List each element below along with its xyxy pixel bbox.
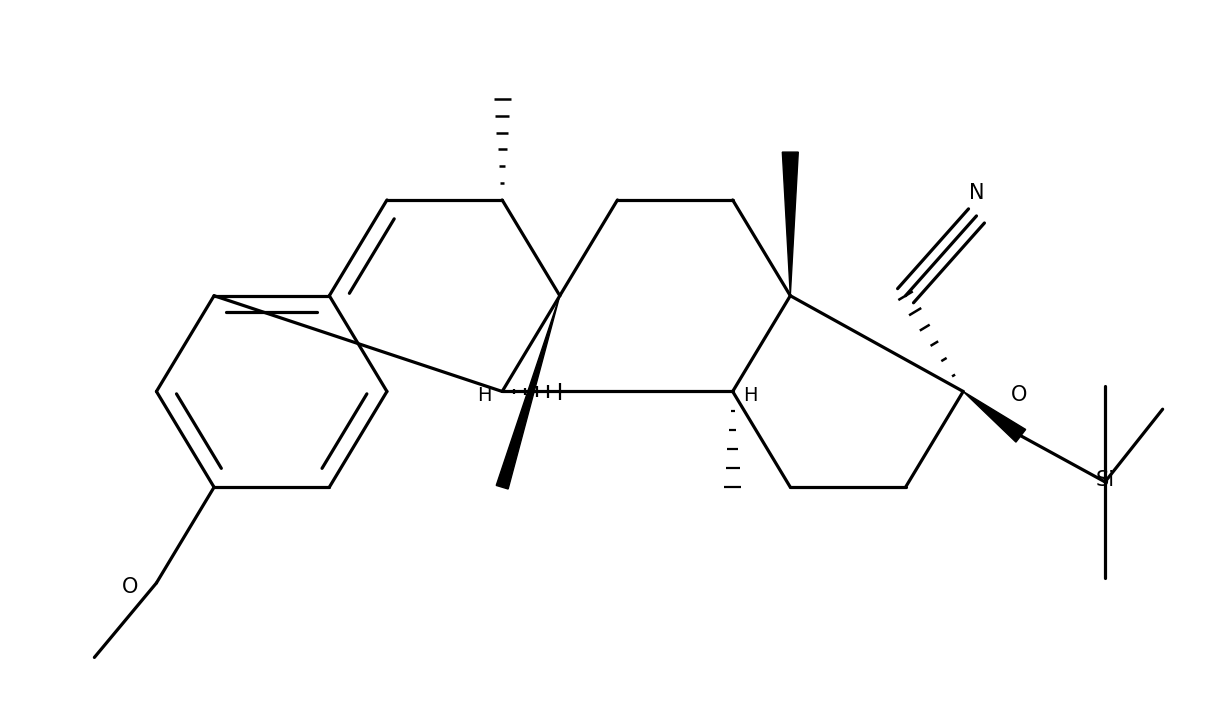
Polygon shape xyxy=(782,152,798,295)
Polygon shape xyxy=(964,392,1026,442)
Text: Si: Si xyxy=(1096,470,1114,490)
Text: O: O xyxy=(121,577,139,597)
Text: H: H xyxy=(477,387,492,405)
Polygon shape xyxy=(497,295,560,489)
Text: H: H xyxy=(743,387,758,405)
Text: O: O xyxy=(1011,384,1027,404)
Text: N: N xyxy=(969,183,984,203)
